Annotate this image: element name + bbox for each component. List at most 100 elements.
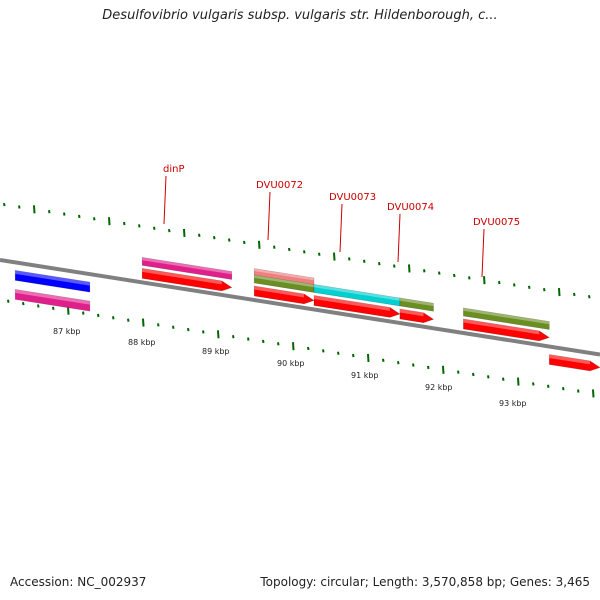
major-tick [142,318,145,327]
minor-tick [22,301,25,306]
major-tick [67,306,70,315]
gene-feature-highlight [142,257,232,275]
scale-label: 87 kbp [53,327,81,336]
minor-tick [412,363,415,367]
gene-feature [14,289,91,312]
major-tick [33,205,36,214]
minor-tick [52,306,55,311]
gene-feature [141,257,233,280]
major-tick [592,389,595,398]
minor-tick [457,370,460,374]
scale-labels: 87 kbp 88 kbp 89 kbp 90 kbp 91 kbp 92 kbp 93 k… [53,327,527,408]
minor-tick [502,377,505,381]
scale-label: 89 kbp [202,347,230,356]
gene-feature-highlight [549,354,590,365]
minor-tick [378,262,381,266]
minor-tick [288,247,291,252]
callout-line [267,191,271,241]
minor-tick [532,382,535,386]
callout-line [397,213,401,263]
minor-tick [453,273,456,278]
minor-tick [352,353,355,358]
callout-line [339,203,343,253]
scale-label: 93 kbp [499,399,527,408]
gene-feature [548,354,600,372]
minor-tick [153,226,156,230]
gene-feature-highlight [399,297,434,307]
gene-feature [399,308,435,324]
gene-label: DVU0072 [256,180,303,191]
major-tick [442,365,445,374]
accession-label: Accession: NC_002937 [10,575,147,589]
minor-tick [262,339,265,344]
gene-feature [14,270,91,293]
gene-label: DVU0073 [329,192,376,203]
minor-tick [127,318,130,322]
gene-feature-highlight [142,268,222,285]
gene-feature [313,295,401,318]
minor-tick [577,389,580,393]
minor-tick [472,372,475,377]
minor-tick [498,280,501,285]
major-tick [292,342,295,351]
scale-label: 91 kbp [351,371,379,380]
minor-tick [363,259,366,263]
minor-tick [243,240,246,245]
minor-tick [112,316,115,320]
gene-feature-highlight [463,307,550,325]
gene-feature [141,268,233,292]
gene-feature-highlight [254,275,314,288]
gene-feature [463,307,550,330]
major-tick [558,287,561,297]
minor-tick [588,295,591,299]
minor-tick [513,283,516,287]
minor-tick [78,214,81,219]
major-tick [217,330,220,339]
gene-feature-highlight [254,286,304,298]
minor-tick [547,384,550,388]
scale-label: 92 kbp [425,383,453,392]
minor-tick [7,299,10,303]
major-tick [258,240,261,249]
gene-label: DVU0075 [473,217,520,228]
minor-tick [123,221,126,226]
minor-tick [187,327,190,332]
gene-callouts: dinP DVU0072 DVU0073 DVU0074 DVU0075 [163,164,520,278]
minor-tick [303,250,306,254]
map-title: Desulfovibrio vulgaris subsp. vulgaris s… [102,8,498,23]
minor-tick [247,337,250,341]
major-tick [483,276,486,285]
gene-feature-highlight [399,308,424,317]
minor-tick [397,361,400,365]
minor-tick [93,217,96,221]
minor-tick [82,311,85,315]
major-tick [517,377,520,386]
gene-feature [399,297,434,312]
minor-tick [393,264,396,268]
gene-feature-highlight [15,270,90,286]
gene-feature-highlight [463,318,540,335]
major-tick [408,264,411,273]
minor-tick [168,228,171,233]
major-tick [183,228,186,238]
minor-tick [382,358,385,362]
minor-tick [157,323,160,327]
minor-tick [348,257,351,261]
minor-tick [198,233,201,238]
gene-feature [463,318,550,342]
minor-tick [427,365,430,370]
outer-tick-ring [3,202,591,299]
minor-tick [468,276,471,280]
minor-tick [318,252,321,256]
minor-tick [562,387,565,391]
gene-feature-highlight [313,284,400,301]
minor-tick [307,346,310,351]
backbone-line [0,258,600,357]
scale-label: 88 kbp [128,338,156,347]
minor-tick [63,212,66,216]
minor-tick [487,375,490,379]
callout-line [163,175,167,225]
minor-tick [228,238,231,242]
callout-line [481,228,485,278]
